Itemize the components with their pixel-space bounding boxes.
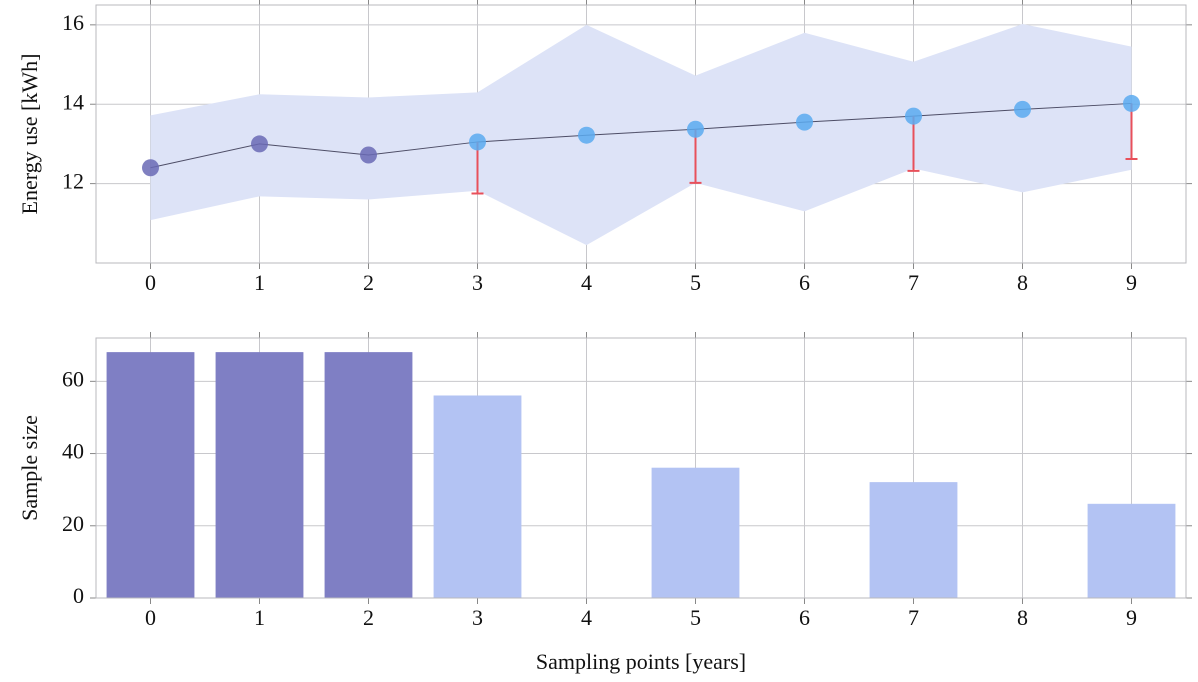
data-point — [251, 135, 268, 153]
bar — [324, 352, 413, 599]
data-point — [1123, 94, 1140, 112]
x-tick-label: 1 — [254, 605, 265, 630]
y-tick-label: 60 — [62, 366, 84, 391]
x-tick-label: 8 — [1017, 605, 1028, 630]
y-tick-label: 20 — [62, 511, 84, 536]
y-axis-label: Sample size — [17, 415, 42, 521]
subplot: 0 1 2 3 4 5 6 7 8 9 0 20 40 60 Sample size Sampling poi… — [17, 332, 1192, 674]
x-tick-label: 0 — [145, 605, 156, 630]
x-tick-label: 4 — [581, 270, 592, 295]
data-point — [469, 133, 486, 151]
data-point — [687, 120, 704, 138]
bar — [106, 352, 195, 599]
x-tick-label: 9 — [1126, 270, 1137, 295]
series-line — [150, 102, 1132, 169]
x-tick-label: 1 — [254, 270, 265, 295]
bar — [1087, 503, 1176, 599]
x-tick-label: 7 — [908, 270, 919, 295]
x-tick-label: 0 — [145, 270, 156, 295]
x-tick-label: 3 — [472, 605, 483, 630]
x-tick-label: 4 — [581, 605, 592, 630]
data-point — [142, 159, 159, 177]
x-tick-label: 3 — [472, 270, 483, 295]
confidence-band — [150, 24, 1132, 246]
bar — [651, 467, 740, 599]
data-point — [1014, 100, 1031, 118]
plot-frame — [95, 337, 1187, 599]
data-point — [796, 113, 813, 131]
x-tick-label: 6 — [799, 270, 810, 295]
bar — [215, 352, 304, 599]
error-bar — [471, 141, 484, 195]
marks — [106, 352, 1176, 599]
y-tick-label: 14 — [62, 89, 84, 114]
x-tick-label: 6 — [799, 605, 810, 630]
bar — [433, 395, 522, 599]
data-point — [578, 126, 595, 144]
y-tick-label: 12 — [62, 169, 84, 194]
y-tick-label: 0 — [73, 583, 84, 608]
x-tick-label: 2 — [363, 270, 374, 295]
error-bar — [1125, 103, 1138, 161]
x-tick-label: 8 — [1017, 270, 1028, 295]
x-tick-label: 9 — [1126, 605, 1137, 630]
plot-frame — [95, 4, 1187, 264]
marks — [142, 24, 1140, 246]
y-tick-label: 40 — [62, 439, 84, 464]
error-bar — [907, 116, 920, 172]
x-tick-label: 5 — [690, 270, 701, 295]
bar — [869, 482, 958, 599]
x-axis-label: Sampling points [years] — [536, 649, 746, 674]
y-axis-label: Energy use [kWh] — [17, 54, 42, 215]
y-tick-label: 16 — [62, 10, 84, 35]
x-tick-label: 7 — [908, 605, 919, 630]
data-point — [905, 107, 922, 125]
data-point — [360, 146, 377, 164]
x-tick-label: 5 — [690, 605, 701, 630]
error-bar — [689, 129, 702, 184]
x-tick-label: 2 — [363, 605, 374, 630]
